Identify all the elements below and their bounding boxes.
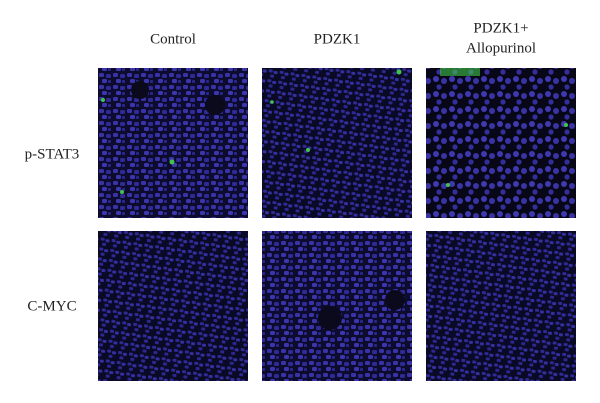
column-label: Allopurinol <box>466 40 536 56</box>
green-signal <box>396 69 402 75</box>
green-signal <box>120 190 124 194</box>
image-panel <box>426 68 576 218</box>
dark-region <box>385 290 405 310</box>
green-signal <box>564 123 568 127</box>
green-signal <box>306 148 310 152</box>
image-panel <box>426 231 576 381</box>
green-signal <box>440 68 480 76</box>
dark-region <box>205 95 225 115</box>
row-label: C-MYC <box>27 298 76 314</box>
row-label: p-STAT3 <box>25 146 80 162</box>
image-panel <box>262 68 412 218</box>
image-panel <box>98 231 248 381</box>
dark-region <box>131 81 149 99</box>
green-signal <box>270 100 274 104</box>
column-label: PDZK1 <box>314 31 361 47</box>
green-signal <box>101 98 105 102</box>
green-signal <box>446 183 450 187</box>
dark-region <box>318 306 342 330</box>
image-panel <box>98 68 248 218</box>
green-signal <box>169 159 175 165</box>
column-label: PDZK1+ <box>473 20 528 36</box>
column-label: Control <box>150 31 196 47</box>
